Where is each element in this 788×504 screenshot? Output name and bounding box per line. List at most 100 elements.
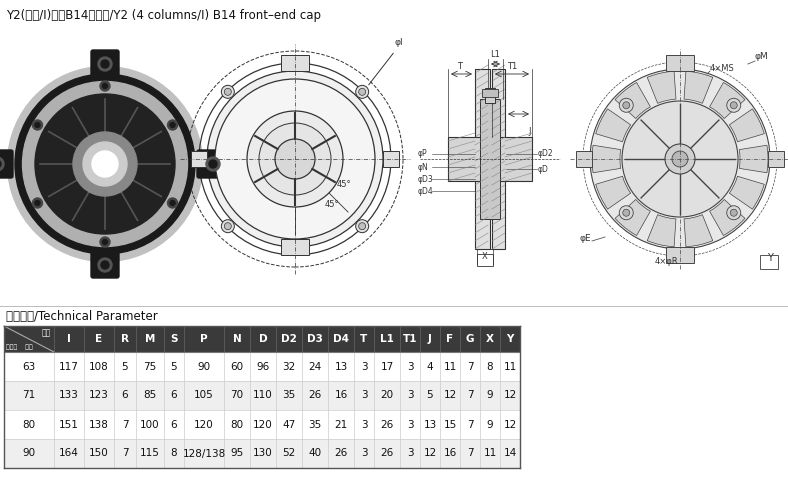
FancyBboxPatch shape [91,50,119,76]
Bar [480,99,500,219]
Circle shape [221,220,234,233]
Circle shape [170,122,175,128]
Text: D4: D4 [333,334,349,344]
Circle shape [727,98,741,112]
Text: 9: 9 [487,391,493,401]
Text: φM: φM [755,52,769,61]
Text: 3: 3 [361,419,367,429]
Text: 3: 3 [361,391,367,401]
Text: 机座号    尺寸: 机座号 尺寸 [6,344,33,350]
Text: 138: 138 [89,419,109,429]
FancyBboxPatch shape [197,150,229,178]
Text: J: J [428,334,432,344]
Text: φD3: φD3 [418,174,433,183]
Circle shape [590,69,770,249]
Circle shape [622,101,738,217]
Wedge shape [596,176,630,209]
Text: φl: φl [395,38,403,47]
Text: φN: φN [418,162,429,171]
Text: φD: φD [538,164,549,173]
Bar [666,55,694,71]
Text: F: F [447,334,454,344]
Circle shape [209,160,217,168]
Text: T1: T1 [507,62,517,71]
Bar [477,254,493,266]
Text: 8: 8 [487,361,493,371]
Wedge shape [730,176,764,209]
Ellipse shape [23,82,188,246]
Circle shape [0,160,1,168]
Text: 17: 17 [381,361,394,371]
Text: 12: 12 [504,419,517,429]
Circle shape [225,88,232,95]
Circle shape [83,142,127,186]
Text: L1: L1 [490,50,500,59]
Bar [4,410,520,439]
Text: D2: D2 [281,334,297,344]
Text: G: G [484,144,490,153]
Circle shape [101,261,109,269]
Bar [760,255,778,269]
Bar [492,69,505,249]
Text: φE: φE [580,234,592,243]
Text: 70: 70 [230,391,243,401]
Circle shape [247,111,343,207]
Text: F: F [485,132,489,141]
Circle shape [672,151,688,167]
Text: 16: 16 [444,449,456,459]
Bar [383,151,399,167]
Text: 3: 3 [407,361,414,371]
Wedge shape [739,145,768,173]
Circle shape [32,198,43,208]
Text: φD4: φD4 [418,186,433,196]
Circle shape [355,85,369,98]
Text: 3: 3 [361,361,367,371]
Text: 150: 150 [89,449,109,459]
Text: X: X [486,334,494,344]
Text: 96: 96 [256,361,269,371]
Circle shape [102,84,107,89]
Text: 3: 3 [407,391,414,401]
Bar [4,439,520,468]
Text: 12: 12 [444,391,456,401]
Circle shape [221,85,234,98]
Text: D3: D3 [307,334,323,344]
Circle shape [619,98,634,112]
Text: 133: 133 [59,391,79,401]
Text: 5: 5 [121,361,128,371]
Text: 3: 3 [407,449,414,459]
Text: T1: T1 [403,334,418,344]
Circle shape [359,88,366,95]
Text: E: E [95,334,102,344]
Text: 3: 3 [407,419,414,429]
Text: 7: 7 [121,449,128,459]
Bar [576,151,592,167]
Circle shape [730,209,738,216]
Text: 5: 5 [426,391,433,401]
Text: D: D [258,334,267,344]
Text: 26: 26 [381,419,394,429]
Text: X: X [482,252,488,261]
Text: 8: 8 [171,449,177,459]
Text: 130: 130 [253,449,273,459]
Circle shape [100,237,110,247]
Ellipse shape [8,67,203,262]
Text: 80: 80 [230,419,243,429]
Text: 108: 108 [89,361,109,371]
Circle shape [623,102,630,109]
Text: 7: 7 [121,419,128,429]
Text: 105: 105 [194,391,214,401]
Text: 40: 40 [308,449,322,459]
Circle shape [170,201,175,206]
Text: Y2(四柱/Ⅰ)系列B14前端盖/Y2 (4 columns/I) B14 front–end cap: Y2(四柱/Ⅰ)系列B14前端盖/Y2 (4 columns/I) B14 fr… [6,9,321,22]
Text: 85: 85 [143,391,157,401]
Text: 6: 6 [171,419,177,429]
Text: 151: 151 [59,419,79,429]
Text: 90: 90 [198,361,210,371]
Text: 120: 120 [194,419,214,429]
Text: 6: 6 [121,391,128,401]
Text: 11: 11 [444,361,456,371]
Text: 20: 20 [381,391,393,401]
Text: φD2: φD2 [538,150,554,158]
Text: 5: 5 [171,361,177,371]
